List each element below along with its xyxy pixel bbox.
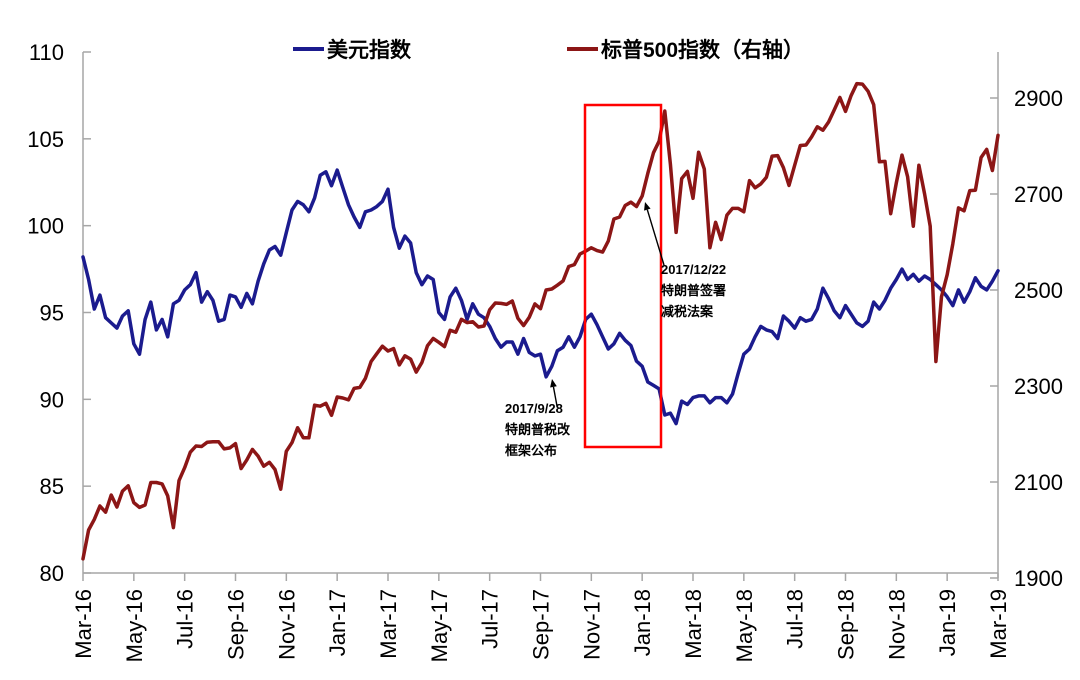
annotation-arrow-line-tax-bill-signed [646, 209, 665, 266]
legend-label-usd-index: 美元指数 [327, 39, 411, 62]
annotation-tax-framework-line3: 框架公布 [505, 443, 558, 458]
y-right-tick-label: 1900 [1014, 566, 1063, 591]
annotation-tax-bill-signed: 2017/12/22 特朗普签署 减税法案 [661, 259, 726, 322]
y-left-tick-label: 105 [27, 127, 64, 152]
y-left-tick-label: 100 [27, 214, 64, 239]
x-tick-label: Mar-16 [71, 589, 96, 659]
x-tick-label: Mar-19 [986, 589, 1011, 659]
annotation-arrowhead-tax-bill-signed [644, 202, 651, 211]
x-tick-label: Nov-18 [884, 589, 909, 660]
x-tick-label: May-17 [427, 589, 452, 662]
x-tick-label: Nov-17 [579, 589, 604, 660]
x-tick-label: Nov-16 [274, 589, 299, 660]
y-left-tick-label: 95 [40, 301, 64, 326]
annotation-tax-framework-date: 2017/9/28 [505, 401, 563, 416]
x-tick-label: Jan-19 [935, 589, 960, 656]
sp500-line-swatch [567, 46, 598, 52]
annotation-tax-bill-line2: 特朗普签署 [661, 283, 727, 298]
y-right-tick-label: 2700 [1014, 182, 1063, 207]
x-tick-label: Jan-18 [630, 589, 655, 656]
annotation-tax-framework-line2: 特朗普税改 [505, 422, 571, 437]
annotation-arrowhead-tax-framework [550, 379, 557, 388]
x-tick-label: Jul-18 [783, 589, 808, 649]
y-right-tick-label: 2900 [1014, 86, 1063, 111]
annotation-tax-bill-line3: 减税法案 [661, 304, 714, 319]
x-tick-label: Jul-17 [478, 589, 503, 649]
y-left-tick-label: 110 [29, 40, 64, 65]
usd-index-line-swatch [293, 46, 324, 52]
y-right-tick-label: 2100 [1014, 470, 1063, 495]
x-tick-label: May-16 [122, 589, 147, 662]
x-tick-label: Sep-16 [224, 589, 249, 660]
y-right-tick-label: 2500 [1014, 278, 1063, 303]
annotation-tax-framework: 2017/9/28 特朗普税改 框架公布 [505, 398, 570, 461]
x-tick-label: Sep-17 [529, 589, 554, 660]
x-tick-label: Mar-17 [376, 589, 401, 659]
legend-item-usd-index: 美元指数 [293, 37, 411, 62]
x-tick-label: Jan-17 [325, 589, 350, 656]
annotation-arrow-line-tax-framework [552, 386, 558, 407]
usd-index-series-line [81, 168, 1000, 426]
x-tick-label: May-18 [732, 589, 757, 662]
y-right-tick-label: 2300 [1014, 374, 1063, 399]
highlight-box [583, 103, 663, 449]
x-tick-label: Sep-18 [834, 589, 859, 660]
legend-label-sp500: 标普500指数（右轴） [601, 39, 805, 62]
y-left-tick-label: 80 [40, 561, 64, 586]
annotation-tax-bill-date: 2017/12/22 [661, 262, 727, 277]
x-tick-label: Jul-16 [173, 589, 198, 649]
y-left-tick-label: 85 [40, 474, 64, 499]
legend-item-sp500: 标普500指数（右轴） [567, 37, 805, 62]
sp500-series-line [81, 81, 1000, 561]
y-left-tick-label: 90 [40, 387, 64, 412]
x-tick-label: Mar-18 [681, 589, 706, 659]
